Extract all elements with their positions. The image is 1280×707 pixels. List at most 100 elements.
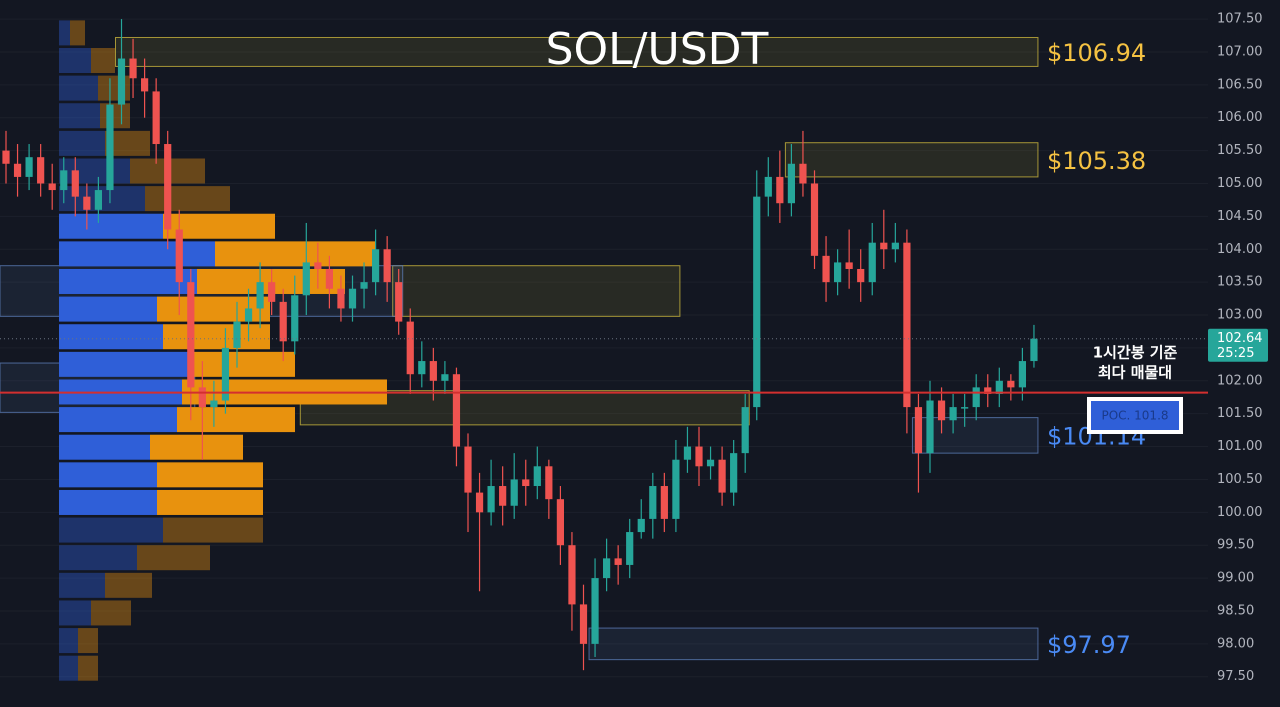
profile-buy-bar: [59, 296, 157, 322]
candle-body: [302, 262, 310, 296]
candle-body: [441, 374, 449, 381]
candle-body: [718, 459, 726, 493]
profile-sell-bar: [190, 351, 295, 377]
y-tick-label: 99.00: [1217, 571, 1254, 586]
candle-body: [787, 163, 795, 204]
candle-body: [903, 242, 911, 408]
profile-buy-bar: [59, 268, 197, 294]
candle-body: [1007, 380, 1015, 388]
candle-body: [452, 374, 461, 447]
profile-buy-bar: [59, 158, 130, 184]
candle-body: [926, 400, 934, 454]
candle-body: [672, 459, 680, 519]
annotation-text: 1시간봉 기준: [1093, 344, 1178, 362]
y-tick-label: 104.50: [1217, 209, 1263, 224]
profile-buy-bar: [59, 241, 215, 267]
candle-body: [233, 321, 241, 348]
candle-body: [71, 170, 79, 197]
profile-buy-bar: [59, 75, 98, 101]
profile-sell-bar: [105, 572, 152, 598]
profile-buy-bar: [59, 351, 190, 377]
y-tick-label: 102.00: [1217, 373, 1263, 388]
profile-sell-bar: [78, 628, 98, 654]
profile-sell-bar: [163, 324, 270, 350]
y-tick-label: 99.50: [1217, 538, 1254, 553]
candle-body: [626, 532, 634, 565]
profile-sell-bar: [157, 296, 270, 322]
profile-buy-bar: [59, 434, 150, 460]
profile-buy-bar: [59, 48, 91, 74]
candle-body: [475, 492, 484, 513]
candle-body: [556, 499, 564, 546]
candle-body: [510, 479, 518, 506]
candle-body: [764, 176, 772, 197]
price-zone: [392, 265, 681, 317]
last-price-label: 102.64: [1217, 331, 1263, 346]
profile-buy-bar: [59, 324, 163, 350]
y-tick-label: 103.50: [1217, 275, 1263, 290]
y-tick-label: 100.50: [1217, 472, 1263, 487]
candle-body: [776, 176, 784, 204]
candle-body: [48, 183, 56, 191]
candle-body: [649, 486, 657, 519]
candle-body: [730, 453, 738, 493]
profile-buy-bar: [59, 130, 105, 156]
candle-body: [348, 288, 357, 309]
candle-body: [545, 466, 553, 500]
profile-sell-bar: [100, 103, 130, 129]
y-tick-label: 100.00: [1217, 505, 1263, 520]
y-tick-label: 107.50: [1217, 12, 1263, 27]
candle-body: [187, 282, 195, 388]
candle-body: [579, 604, 588, 644]
candle-body: [683, 446, 692, 460]
candle-body: [406, 321, 414, 375]
profile-buy-bar: [59, 572, 105, 598]
candle-body: [568, 545, 576, 605]
zone-label: $106.94: [1047, 39, 1146, 67]
price-zone: [115, 36, 1039, 67]
candle-body: [418, 361, 426, 375]
profile-buy-bar: [59, 655, 78, 681]
candle-body: [279, 301, 287, 342]
candle-body: [533, 466, 541, 487]
profile-sell-bar: [215, 241, 375, 267]
profile-buy-bar: [59, 462, 157, 488]
candle-body: [741, 407, 749, 454]
profile-buy-bar: [59, 517, 163, 543]
candle-body: [660, 486, 668, 519]
candle-body: [591, 578, 599, 644]
candle-body: [972, 387, 980, 408]
candle-body: [383, 249, 391, 283]
y-tick-label: 105.50: [1217, 143, 1263, 158]
candle-body: [221, 347, 230, 401]
candle-body: [164, 144, 172, 230]
candle-body: [372, 249, 380, 283]
candle-body: [256, 282, 264, 309]
candle-body: [152, 91, 160, 145]
poc-box: [1087, 397, 1183, 434]
profile-sell-bar: [70, 20, 85, 46]
candle-body: [325, 268, 333, 289]
chart-title: SOL/USDT: [546, 24, 769, 75]
candle-body: [603, 558, 611, 579]
candle-body: [614, 558, 622, 565]
candle-body: [753, 196, 761, 408]
profile-sell-bar: [163, 517, 263, 543]
candle-body: [914, 407, 923, 454]
candle-body: [891, 242, 899, 250]
candle-body: [706, 459, 715, 467]
profile-sell-bar: [78, 655, 98, 681]
candle-body: [487, 486, 495, 513]
candle-layer: [2, 19, 1038, 671]
y-tick-label: 97.50: [1217, 669, 1254, 684]
candle-body: [1018, 361, 1026, 388]
last-price-box: [1208, 328, 1268, 362]
profile-buy-bar: [59, 407, 177, 433]
candle-body: [83, 196, 91, 210]
candle-body: [244, 308, 253, 322]
candle-body: [360, 282, 368, 289]
zone-label: $105.38: [1047, 147, 1146, 175]
candle-body: [995, 380, 1003, 394]
profile-buy-bar: [59, 628, 78, 654]
